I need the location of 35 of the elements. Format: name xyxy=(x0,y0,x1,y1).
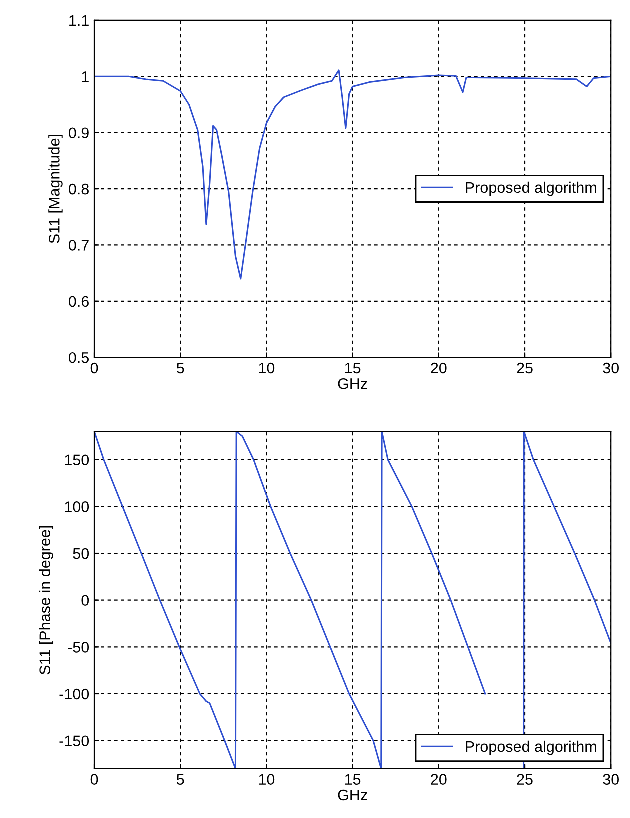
x-tick-label: 5 xyxy=(176,363,184,374)
y-tick-label: 100 xyxy=(65,502,90,512)
x-tick-label: 30 xyxy=(603,362,619,374)
x-tick-label: 15 xyxy=(345,363,361,374)
x-tick-label: 25 xyxy=(517,362,533,374)
y-tick-label: 1.1 xyxy=(70,15,89,26)
y-tick-label: 0.9 xyxy=(69,128,89,139)
x-tick-label: 0 xyxy=(90,774,98,786)
x-tick-label: 20 xyxy=(431,774,447,786)
x-tick-label: 5 xyxy=(176,774,184,786)
y-tick-label: 0.5 xyxy=(69,352,89,364)
y-axis-title: S11 [Phase in degree] xyxy=(39,526,54,675)
x-axis-title: GHz xyxy=(338,378,368,390)
x-tick-label: 0 xyxy=(90,362,98,374)
y-tick-label: 150 xyxy=(65,454,90,466)
legend-label: Proposed algorithm xyxy=(466,182,596,196)
y-tick-label: 0 xyxy=(82,595,90,606)
line-series xyxy=(94,70,612,280)
y-tick-label: -100 xyxy=(60,688,90,700)
y-tick-label: 0.7 xyxy=(69,240,89,251)
y-tick-label: 1 xyxy=(82,72,89,82)
y-tick-label: -50 xyxy=(68,642,90,653)
x-tick-label: 10 xyxy=(259,774,275,786)
x-tick-label: 10 xyxy=(259,362,275,374)
x-tick-label: 15 xyxy=(345,774,361,786)
x-tick-label: 25 xyxy=(517,774,533,786)
x-tick-label: 20 xyxy=(431,362,447,374)
x-axis-title: GHz xyxy=(338,790,368,801)
y-tick-label: 50 xyxy=(73,548,90,560)
y-tick-label: 0.8 xyxy=(69,184,89,195)
legend-label: Proposed algorithm xyxy=(466,740,596,756)
y-tick-label: -150 xyxy=(60,736,90,747)
x-tick-label: 30 xyxy=(603,774,619,786)
y-axis-title: S11 [Magnitude] xyxy=(48,135,63,244)
y-tick-label: 0.6 xyxy=(69,296,89,308)
